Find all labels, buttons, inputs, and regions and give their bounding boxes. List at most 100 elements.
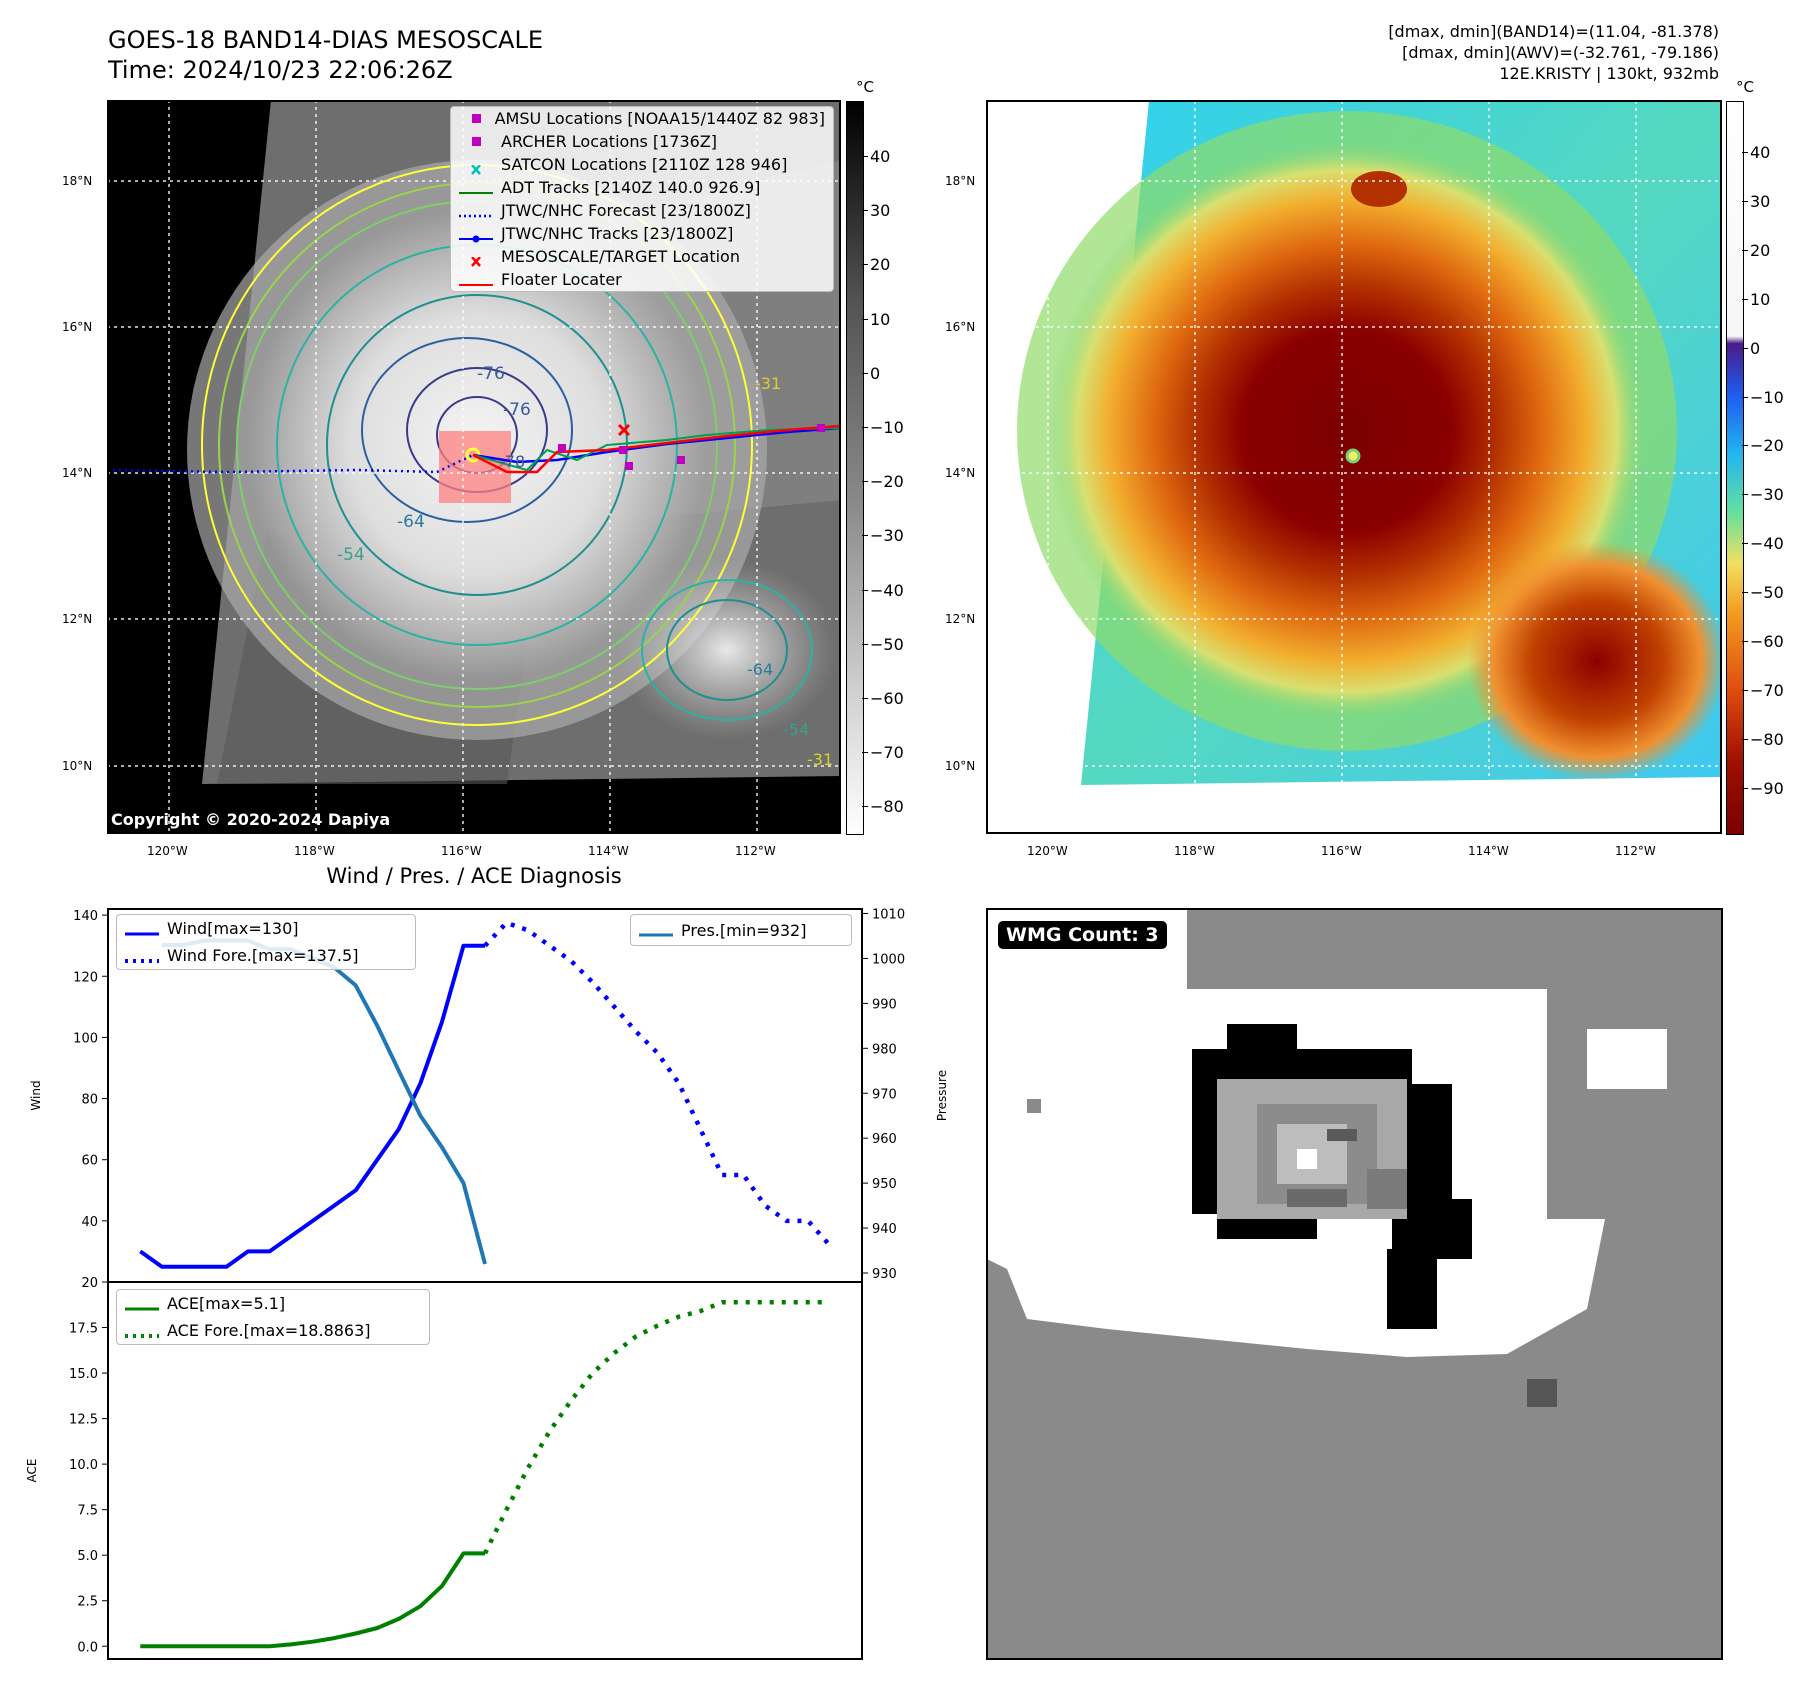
y-tick-label: 10.0 (69, 1458, 98, 1473)
line-icon (459, 183, 493, 194)
y-tick-label: 80 (81, 1093, 98, 1108)
colorbar-tick: −50 (1742, 583, 1784, 602)
colorbar-tick: −20 (1742, 436, 1784, 455)
ace-legend: ACE[max=5.1] ACE Fore.[max=18.8863] (116, 1289, 430, 1345)
colorbar-tick: −90 (1742, 779, 1784, 798)
y-tick-label: 17.5 (69, 1322, 98, 1337)
lat-tick: 18°N (62, 174, 93, 188)
pressure-legend: Pres.[min=932] (630, 914, 852, 946)
y-right-tick-label: 1000 (872, 952, 905, 967)
lat-tick: 12°N (62, 612, 93, 626)
legend-item-satcon: SATCON Locations [2110Z 128 946] (451, 153, 833, 176)
y-tick-label: 20 (81, 1276, 98, 1291)
info-storm: 12E.KRISTY | 130kt, 932mb (1499, 64, 1719, 83)
lon-tick: 112°W (735, 844, 776, 858)
y-tick-label: 60 (81, 1154, 98, 1169)
wind-series-line (139, 943, 485, 1269)
legend-item-wind: Wind[max=130] (117, 915, 415, 942)
lon-tick: 116°W (441, 844, 482, 858)
lat-tick: 18°N (945, 174, 976, 188)
wmg-panel (987, 909, 1721, 1659)
line-icon (639, 925, 673, 937)
wind-axis-label: Wind (29, 1080, 43, 1110)
legend-item-target: MESOSCALE/TARGET Location (451, 245, 833, 268)
lat-tick: 14°N (945, 466, 976, 480)
colorbar-tick: −50 (862, 635, 904, 654)
legend-item-tracks: JTWC/NHC Tracks [23/1800Z] (451, 222, 833, 245)
lon-tick: 118°W (294, 844, 335, 858)
awv-colorbar (1726, 101, 1744, 835)
y-tick-label: 100 (73, 1031, 98, 1046)
line-icon (125, 1299, 159, 1310)
lon-tick: 120°W (147, 844, 188, 858)
line-dot-icon (459, 229, 493, 242)
contour-label: -54 (783, 720, 810, 739)
dotted-line-icon (125, 951, 159, 963)
ace-series-line (140, 1551, 485, 1649)
colorbar-tick: 40 (1742, 143, 1770, 162)
copyright-notice: Copyright © 2020-2024 Dapiya (111, 810, 391, 829)
colorbar-tick: −80 (862, 797, 904, 816)
lon-tick: 114°W (1468, 844, 1509, 858)
pressure-axis-label: Pressure (935, 1070, 949, 1121)
contour-label: -31 (807, 750, 834, 769)
awv-map-image (987, 101, 1721, 833)
wind-forecast-series-line (483, 920, 832, 1247)
x-marker-icon (459, 252, 493, 267)
y-tick-label: 120 (73, 970, 98, 985)
lat-tick: 10°N (62, 759, 93, 773)
y-right-tick-label: 1010 (872, 907, 905, 922)
ace-axis-label: ACE (25, 1459, 39, 1483)
line-icon (459, 275, 493, 286)
y-right-tick-label: 930 (872, 1267, 897, 1282)
y-right-tick-label: 980 (872, 1042, 897, 1057)
lon-tick: 114°W (588, 844, 629, 858)
colorbar-tick: −10 (1742, 388, 1784, 407)
line-icon (125, 924, 159, 935)
colorbar-tick: 20 (1742, 241, 1770, 260)
ir-legend: AMSU Locations [NOAA15/1440Z 82 983] ARC… (450, 106, 834, 292)
diagnosis-chart-title: Wind / Pres. / ACE Diagnosis (326, 864, 622, 888)
lat-tick: 10°N (945, 759, 976, 773)
chart-title: GOES-18 BAND14-DIAS MESOSCALE (108, 26, 544, 54)
wmg-frame (986, 908, 1723, 1660)
colorbar-tick: −70 (1742, 681, 1784, 700)
y-right-tick-label: 990 (872, 997, 897, 1012)
y-tick-label: 5.0 (77, 1549, 98, 1564)
ir-colorbar (846, 101, 864, 835)
lat-tick: 12°N (945, 612, 976, 626)
awv-map-panel (987, 101, 1721, 833)
contour-label: -54 (337, 545, 365, 565)
colorbar-tick: 20 (862, 255, 890, 274)
legend-item-wind-forecast: Wind Fore.[max=137.5] (117, 942, 415, 969)
wind-legend: Wind[max=130] Wind Fore.[max=137.5] (116, 914, 416, 970)
y-tick-label: 7.5 (77, 1504, 98, 1519)
wmg-count-badge: WMG Count: 3 (998, 921, 1167, 949)
colorbar-tick: 0 (1742, 339, 1760, 358)
colorbar-tick: −70 (862, 743, 904, 762)
colorbar-tick: −30 (862, 526, 904, 545)
lat-tick: 16°N (945, 320, 976, 334)
lon-tick: 116°W (1321, 844, 1362, 858)
colorbar-tick: −10 (862, 418, 904, 437)
colorbar-tick: −30 (1742, 485, 1784, 504)
contour-label: -64 (747, 660, 774, 679)
y-right-tick-label: 940 (872, 1222, 897, 1237)
legend-item-forecast: JTWC/NHC Forecast [23/1800Z] (451, 199, 833, 222)
square-marker-icon (459, 136, 493, 147)
square-marker-icon (459, 113, 487, 124)
wmg-image (987, 909, 1721, 1659)
diagnosis-chart: 140 120 100 80 60 40 20 1010 1000 990 980 970 960 950… (25, 907, 949, 1660)
y-tick-label: 12.5 (69, 1413, 98, 1428)
ace-forecast-series-line (482, 1300, 830, 1555)
legend-item-pressure: Pres.[min=932] (631, 915, 851, 945)
colorbar-tick: 10 (862, 310, 890, 329)
info-band14: [dmax, dmin](BAND14)=(11.04, -81.378) (1388, 22, 1719, 41)
y-tick-label: 140 (73, 909, 98, 924)
y-tick-label: 40 (81, 1215, 98, 1230)
lon-tick: 112°W (1615, 844, 1656, 858)
colorbar-tick: −60 (862, 689, 904, 708)
lon-tick: 120°W (1027, 844, 1068, 858)
contour-label: -76 (503, 400, 531, 420)
legend-item-adt: ADT Tracks [2140Z 140.0 926.9] (451, 176, 833, 199)
